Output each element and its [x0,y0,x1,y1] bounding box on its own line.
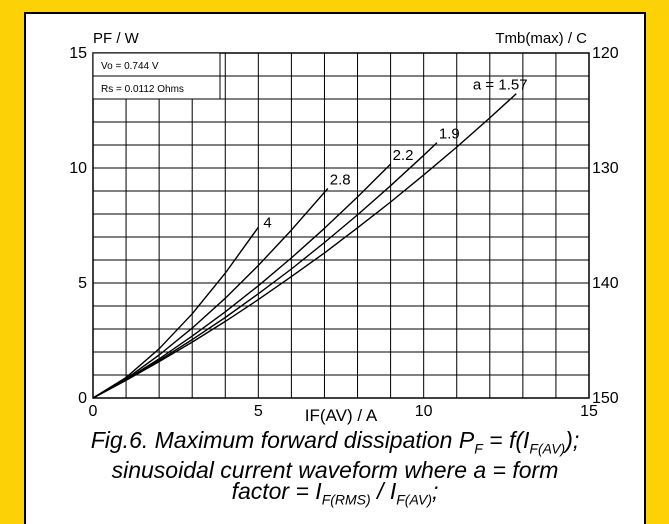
plot-area [92,52,590,399]
y-tick-label: 15 [69,45,87,62]
x-tick-label: 10 [415,403,433,420]
x-tick-label: 5 [254,403,263,420]
y2-tick-label: 150 [592,390,619,407]
curves [92,93,517,399]
curve-labels: 4 2.8 2.2 1.9 a = 1.57 [263,77,527,232]
caption-line-3: factor = IF(RMS) / IF(AV); [231,477,439,508]
figure-caption: Fig.6. Maximum forward dissipation PF = … [24,427,646,510]
grid [93,53,589,398]
y2-axis-label: Tmb(max) / C [495,30,587,47]
curve-a-1.57 [92,93,517,399]
caption-line-2: sinusoidal current waveform where a = fo… [111,456,559,483]
rs-parameter: Rs = 0.0112 Ohms [101,84,184,95]
curve-label: a = 1.57 [473,77,528,94]
y-axis-label: PF / W [93,30,140,47]
x-tick-labels: 0 5 10 15 [89,403,598,420]
caption-line-1: Fig.6. Maximum forward dissipation PF = … [90,427,580,457]
curve-label: 1.9 [439,126,460,143]
curve-a-2.8 [92,188,329,399]
y2-tick-label: 120 [592,45,619,62]
curve-label: 2.2 [393,147,414,164]
curve-a-4 [92,226,259,399]
vo-parameter: Vo = 0.744 V [101,61,159,72]
x-tick-label: 0 [89,403,98,420]
y-tick-label: 10 [69,160,87,177]
curve-label: 4 [263,214,271,231]
x-tick-label: 15 [580,403,598,420]
curve-a-2.2 [92,163,392,399]
y2-tick-label: 140 [592,275,619,292]
curve-label: 2.8 [330,171,351,188]
y-tick-labels: 0 5 10 15 [69,45,87,407]
x-axis-label: IF(AV) / A [305,406,378,425]
curve-a-1.9 [92,142,438,399]
y2-tick-labels: 150 140 130 120 [592,45,619,407]
y2-tick-label: 130 [592,160,619,177]
y-tick-label: 5 [78,275,87,292]
y-tick-label: 0 [78,390,87,407]
